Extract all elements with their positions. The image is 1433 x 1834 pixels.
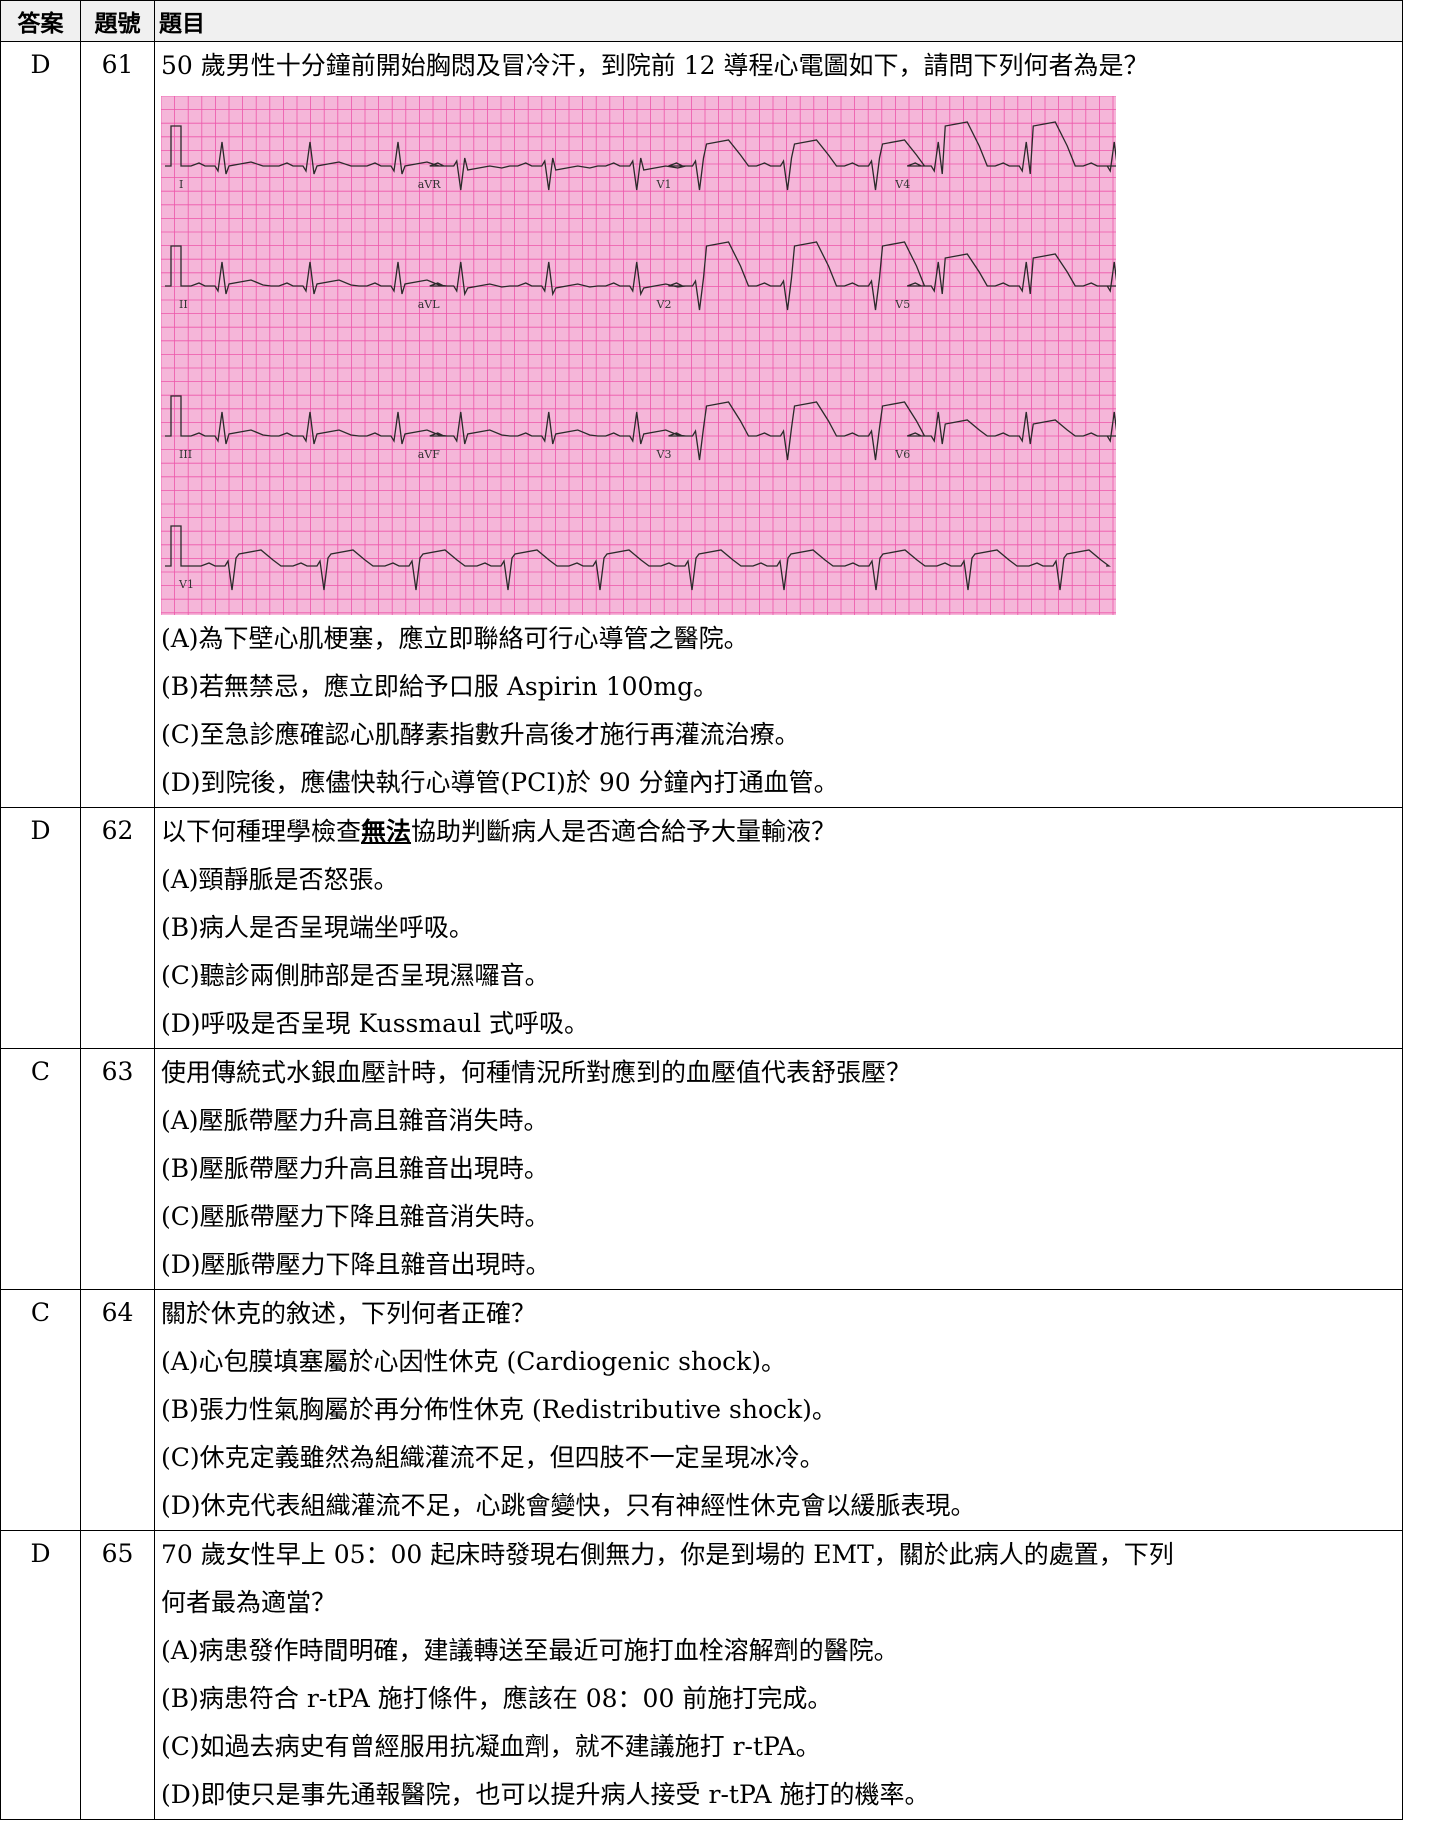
option-c: (C)至急診應確認心肌酵素指數升高後才施行再灌流治療。 [161, 720, 800, 749]
ecg-lead-label: V1 [656, 178, 672, 191]
answer-cell: C [0, 1289, 81, 1531]
question-cell: 使用傳統式水銀血壓計時，何種情況所對應到的血壓值代表舒張壓？ (A)壓脈帶壓力升… [154, 1048, 1403, 1290]
ecg-paper [161, 96, 1116, 615]
question-cell: 關於休克的敘述，下列何者正確？ (A)心包膜填塞屬於心因性休克 (Cardiog… [154, 1289, 1403, 1531]
number-cell: 63 [80, 1048, 155, 1290]
ecg-lead-label: aVR [418, 178, 442, 191]
question-row: C 63 使用傳統式水銀血壓計時，何種情況所對應到的血壓值代表舒張壓？ (A)壓… [0, 1048, 1403, 1290]
option-d: (D)呼吸是否呈現 Kussmaul 式呼吸。 [161, 1009, 590, 1038]
question-stem: 以下何種理學檢查無法協助判斷病人是否適合給予大量輸液？ [161, 808, 1402, 856]
ecg-lead-label: V5 [894, 298, 910, 311]
option-c: (C)休克定義雖然為組織灌流不足，但四肢不一定呈現冰冷。 [161, 1443, 825, 1472]
option-b: (B)病人是否呈現端坐呼吸。 [161, 913, 474, 942]
stem-text: 協助判斷病人是否適合給予大量輸液？ [411, 817, 837, 846]
question-cell: 50 歲男性十分鐘前開始胸悶及冒冷汗，到院前 12 導程心電圖如下，請問下列何者… [154, 41, 1403, 808]
option-d: (D)休克代表組織灌流不足，心跳會變快，只有神經性休克會以緩脈表現。 [161, 1491, 976, 1520]
stem-text: 以下何種理學檢查 [161, 817, 362, 846]
option-a: (A)心包膜填塞屬於心因性休克 (Cardiogenic shock)。 [161, 1347, 787, 1376]
question-cell: 以下何種理學檢查無法協助判斷病人是否適合給予大量輸液？ (A)頸靜脈是否怒張。 … [154, 807, 1403, 1049]
question-cell: 70 歲女性早上 05：00 起床時發現右側無力，你是到場的 EMT，關於此病人… [154, 1530, 1403, 1820]
ecg-lead-label: III [179, 448, 192, 461]
question-stem: 70 歲女性早上 05：00 起床時發現右側無力，你是到場的 EMT，關於此病人… [161, 1540, 1174, 1569]
option-b: (B)張力性氣胸屬於再分佈性休克 (Redistributive shock)。 [161, 1395, 837, 1424]
option-a: (A)為下壁心肌梗塞，應立即聯絡可行心導管之醫院。 [161, 624, 749, 653]
ecg-lead-label: V2 [656, 298, 672, 311]
header-question: 題目 [154, 0, 1403, 42]
option-a: (A)壓脈帶壓力升高且雜音消失時。 [161, 1106, 549, 1135]
answer-cell: D [0, 1530, 81, 1820]
answer-cell: D [0, 41, 81, 808]
question-stem: 50 歲男性十分鐘前開始胸悶及冒冷汗，到院前 12 導程心電圖如下，請問下列何者… [161, 51, 1149, 80]
option-b: (B)若無禁忌，應立即給予口服 Aspirin 100mg。 [161, 672, 719, 701]
ecg-trace [165, 395, 1116, 461]
ecg-lead-label: aVL [418, 298, 441, 311]
question-stem: 使用傳統式水銀血壓計時，何種情況所對應到的血壓值代表舒張壓？ [161, 1058, 912, 1087]
header-answer: 答案 [0, 0, 81, 42]
option-d: (D)即使只是事先通報醫院，也可以提升病人接受 r-tPA 施打的機率。 [161, 1780, 930, 1809]
option-c: (C)壓脈帶壓力下降且雜音消失時。 [161, 1202, 550, 1231]
option-a: (A)病患發作時間明確，建議轉送至最近可施打血栓溶解劑的醫院。 [161, 1636, 899, 1665]
question-stem-continued: 何者最為適當？ [161, 1588, 337, 1617]
ecg-lead-label: V6 [894, 448, 910, 461]
stem-emphasis: 無法 [361, 817, 412, 846]
option-b: (B)壓脈帶壓力升高且雜音出現時。 [161, 1154, 549, 1183]
option-b: (B)病患符合 r-tPA 施打條件，應該在 08：00 前施打完成。 [161, 1684, 833, 1713]
ecg-lead-label: II [179, 298, 188, 311]
number-cell: 62 [80, 807, 155, 1049]
answer-cell: C [0, 1048, 81, 1290]
ecg-lead-label: V4 [894, 178, 910, 191]
ecg-grid [161, 96, 1116, 615]
ecg-trace [165, 241, 1116, 311]
option-c: (C)聽診兩側肺部是否呈現濕囉音。 [161, 961, 550, 990]
number-cell: 61 [80, 41, 155, 808]
option-c: (C)如過去病史有曾經服用抗凝血劑，就不建議施打 r-tPA。 [161, 1732, 821, 1761]
option-a: (A)頸靜脈是否怒張。 [161, 865, 399, 894]
ecg-trace [165, 121, 1116, 191]
question-row: D 62 以下何種理學檢查無法協助判斷病人是否適合給予大量輸液？ (A)頸靜脈是… [0, 807, 1403, 1049]
question-row: D 65 70 歲女性早上 05：00 起床時發現右側無力，你是到場的 EMT，… [0, 1530, 1403, 1820]
number-cell: 65 [80, 1530, 155, 1820]
ecg-lead-label: I [179, 178, 183, 191]
answer-cell: D [0, 807, 81, 1049]
question-row: C 64 關於休克的敘述，下列何者正確？ (A)心包膜填塞屬於心因性休克 (Ca… [0, 1289, 1403, 1531]
question-table: 答案 題號 題目 D 61 50 歲男性十分鐘前開始胸悶及冒冷汗，到院前 12 … [0, 0, 1403, 1820]
ecg-lead-label: aVF [418, 448, 441, 461]
ecg-lead-label: V3 [656, 448, 672, 461]
number-cell: 64 [80, 1289, 155, 1531]
question-stem: 關於休克的敘述，下列何者正確？ [161, 1299, 537, 1328]
question-row: D 61 50 歲男性十分鐘前開始胸悶及冒冷汗，到院前 12 導程心電圖如下，請… [0, 41, 1403, 808]
ecg-trace [165, 525, 1111, 591]
table-header: 答案 題號 題目 [0, 0, 1403, 42]
ecg-lead-label: V1 [178, 578, 194, 591]
option-d: (D)到院後，應儘快執行心導管(PCI)於 90 分鐘內打通血管。 [161, 768, 839, 797]
option-d: (D)壓脈帶壓力下降且雜音出現時。 [161, 1250, 551, 1279]
header-number: 題號 [80, 0, 155, 42]
